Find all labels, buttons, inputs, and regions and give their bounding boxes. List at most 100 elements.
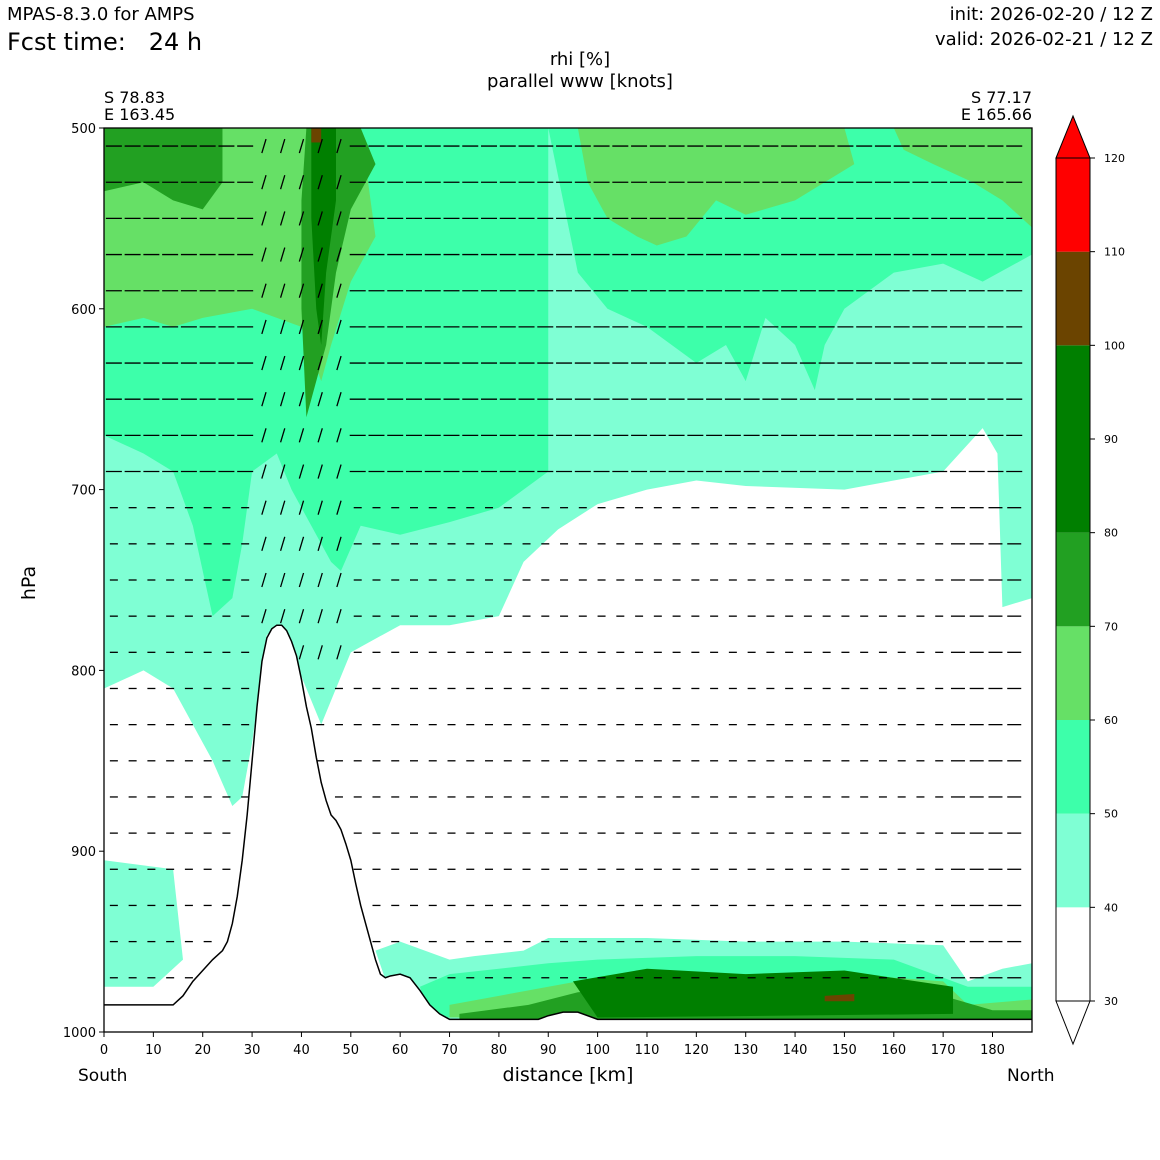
wind-arrow [336,572,342,588]
colorbar-band [1056,251,1090,346]
plot-frame [103,127,1033,1033]
wind-arrow [298,500,305,515]
wind-arrow [261,355,267,371]
wind-arrow [298,608,305,624]
wind-arrow [317,355,323,371]
colorbar-extend-top [1055,114,1091,159]
wind-arrow [317,428,323,443]
wind-arrow [279,608,286,624]
model-title: MPAS-8.3.0 for AMPS [7,4,195,25]
chart-subtitle: parallel www [knots] [487,71,673,92]
x-tick-label: 20 [194,1043,211,1058]
wind-arrow [279,319,286,335]
wind-arrow [336,608,342,624]
colorbar-tick-label: 70 [1104,620,1118,633]
colorbar-tick-label: 110 [1104,246,1125,259]
colorbar-tick-label: 120 [1104,152,1125,165]
wind-arrow [336,247,342,262]
colorbar-tick-label: 30 [1104,995,1118,1008]
x-tick-label: 30 [244,1043,261,1058]
x-axis: 0 10 20 30 40 50 60 70 80 90 100 110 120 130 140 150 160… [100,1032,1005,1058]
wind-arrow [298,175,305,190]
colorbar-tick-label: 80 [1104,527,1118,540]
wind-arrow [336,175,342,190]
wind-arrow [298,211,305,226]
colorbar-frame [1055,157,1091,1002]
x-axis-label: distance [km] [502,1064,634,1086]
right-end-lat: S 77.17 [970,88,1032,107]
rhi-field [104,128,1032,1023]
rhi-60-upper-right [893,128,1032,228]
wind-arrow [261,464,267,479]
wind-arrow [279,572,286,588]
wind-arrow [336,283,342,298]
colorbar-band [1056,439,1090,533]
rhi-60-upper-mid [577,128,855,246]
wind-arrow [317,500,323,515]
wind-arrow [261,247,267,262]
x-tick-label: 10 [145,1043,162,1058]
rhi-80-plume [311,128,336,345]
y-tick-label: 900 [71,845,96,860]
wind-arrow [336,428,342,443]
wind-arrow [317,319,323,335]
x-tick-label: 40 [293,1043,310,1058]
wind-arrow [298,138,305,154]
wind-arrow [317,608,323,624]
wind-arrow [336,319,342,335]
wind-arrow [261,572,267,588]
wind-arrow [317,211,323,226]
wind-arrow [279,392,286,407]
wind-arrow [317,645,323,660]
x-tick-label: 50 [343,1043,360,1058]
wind-arrow [317,247,323,262]
wind-arrow [261,175,267,190]
wind-arrow [298,645,305,660]
terrain-fill [104,625,1032,1032]
x-tick-label: 70 [441,1043,458,1058]
wind-arrow [336,355,342,371]
rhi-80-surface [572,968,954,1018]
wind-arrow [279,500,286,515]
colorbar-band [1056,626,1090,720]
valid-time: valid: 2026-02-21 / 12 Z [935,29,1153,50]
wind-arrow [261,392,267,407]
wind-arrow [261,319,267,335]
left-end-lat: S 78.83 [104,88,166,107]
wind-arrow [336,138,342,154]
y-tick-label: 500 [71,122,96,137]
x-tick-label: 100 [585,1043,610,1058]
wind-arrow [298,464,305,479]
wind-arrow [298,283,305,298]
x-tick-label: 120 [684,1043,709,1058]
y-tick-label: 1000 [63,1026,96,1041]
wind-arrow [261,500,267,515]
colorbar-tick-label: 50 [1104,808,1118,821]
wind-arrow [298,247,305,262]
wind-arrow [279,211,286,226]
colorbar-extend-bottom [1055,1000,1091,1046]
wind-arrow [298,392,305,407]
wind-arrow [317,175,323,190]
terrain-line [104,624,1032,1021]
colorbar-band [1056,813,1090,908]
wind-arrow [298,355,305,371]
wind-arrow [279,536,286,552]
wind-arrow [317,536,323,552]
colorbar-band [1056,158,1090,252]
wind-arrow [279,428,286,443]
terrain-profile [104,624,1032,1032]
wind-arrow [261,211,267,226]
x-tick-label: 60 [392,1043,409,1058]
x-tick-label: 110 [635,1043,660,1058]
rhi-100-surface [824,994,855,1002]
wind-arrow [298,319,305,335]
y-axis: 500 600 700 800 900 1000 [63,122,104,1041]
colorbar-tick-label: 60 [1104,714,1118,727]
wind-arrow [279,283,286,298]
wind-arrow [261,428,267,443]
wind-arrow [336,645,342,660]
wind-arrow [261,283,267,298]
wind-arrow [317,572,323,588]
colorbar-band [1056,720,1090,814]
